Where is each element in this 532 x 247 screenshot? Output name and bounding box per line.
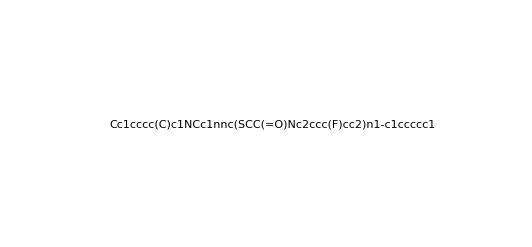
- Text: Cc1cccc(C)c1NCc1nnc(SCC(=O)Nc2ccc(F)cc2)n1-c1ccccc1: Cc1cccc(C)c1NCc1nnc(SCC(=O)Nc2ccc(F)cc2)…: [110, 120, 436, 130]
